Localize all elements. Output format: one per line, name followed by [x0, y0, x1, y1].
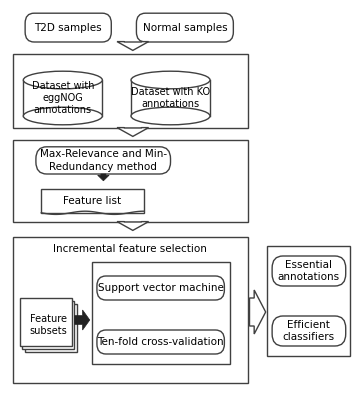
Bar [92, 262, 230, 364]
Polygon shape [117, 42, 149, 50]
Bar [41, 189, 144, 213]
Text: Dataset with
eggNOG
annotations: Dataset with eggNOG annotations [32, 81, 94, 115]
Text: Essential
annotations: Essential annotations [278, 260, 340, 282]
FancyBboxPatch shape [36, 147, 171, 174]
Bar [13, 237, 248, 383]
Polygon shape [250, 290, 266, 334]
Polygon shape [75, 310, 90, 330]
Text: Incremental feature selection: Incremental feature selection [53, 244, 207, 254]
Text: Efficient
classifiers: Efficient classifiers [283, 320, 335, 342]
FancyBboxPatch shape [97, 276, 224, 300]
Bar [25, 304, 77, 352]
Text: Ten-fold cross-validation: Ten-fold cross-validation [97, 337, 224, 347]
Polygon shape [117, 128, 149, 136]
FancyBboxPatch shape [272, 316, 346, 346]
Bar [131, 80, 210, 116]
Bar [13, 140, 248, 222]
Ellipse shape [23, 107, 102, 125]
FancyBboxPatch shape [97, 330, 224, 354]
Text: Feature
subsets: Feature subsets [29, 314, 67, 336]
Ellipse shape [23, 71, 102, 89]
Ellipse shape [131, 71, 210, 89]
FancyBboxPatch shape [136, 13, 233, 42]
Bar [267, 246, 350, 356]
Text: Normal samples: Normal samples [143, 22, 227, 32]
Text: Dataset with KO
annotations: Dataset with KO annotations [131, 87, 210, 109]
Ellipse shape [131, 107, 210, 125]
Text: Max-Relevance and Min-
Redundancy method: Max-Relevance and Min- Redundancy method [39, 149, 167, 172]
Text: T2D samples: T2D samples [34, 22, 102, 32]
Bar [13, 54, 248, 128]
Text: Feature list: Feature list [64, 196, 121, 206]
Bar [22, 301, 74, 349]
FancyBboxPatch shape [25, 13, 111, 42]
Polygon shape [98, 174, 109, 181]
Text: Support vector machine: Support vector machine [98, 283, 224, 293]
FancyBboxPatch shape [272, 256, 346, 286]
Bar [20, 298, 72, 346]
Bar [23, 80, 102, 116]
Polygon shape [117, 222, 149, 230]
